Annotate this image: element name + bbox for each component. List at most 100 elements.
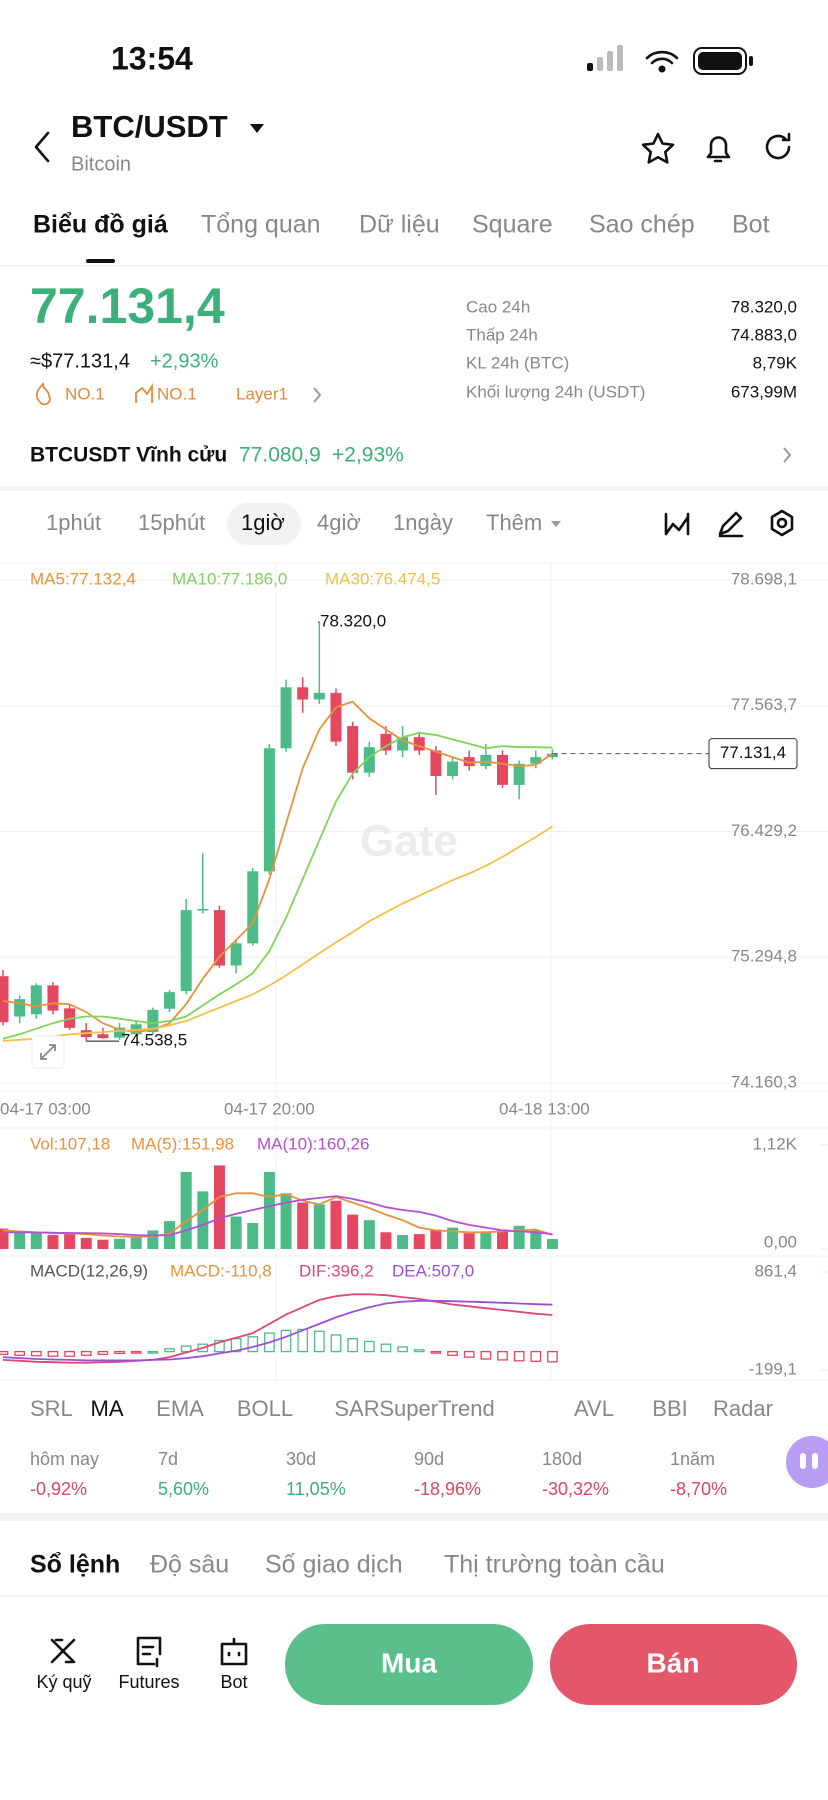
book-tab[interactable]: Độ sâu (150, 1551, 229, 1579)
time-label: 04-17 20:00 (224, 1099, 315, 1118)
tab[interactable]: Biểu đồ giá (33, 211, 168, 239)
volume-bar (213, 1165, 225, 1249)
sell-label[interactable]: Bán (647, 1647, 700, 1678)
badge: NO.1 (157, 384, 197, 403)
candle-body (263, 748, 275, 872)
macd-bar (313, 1330, 325, 1353)
pair-dropdown[interactable] (250, 124, 264, 133)
volume-bar (397, 1235, 409, 1249)
macd-bar (297, 1328, 309, 1353)
status-icons (587, 45, 753, 75)
indicator-tab[interactable]: SRL (30, 1396, 73, 1421)
back-button[interactable] (34, 131, 50, 163)
volume-bar (230, 1216, 242, 1249)
indicator-tab[interactable]: Radar (713, 1396, 773, 1421)
pair-title[interactable]: BTC/USDT (71, 109, 228, 144)
last-price: 77.131,4 (30, 278, 225, 334)
volume-bar (180, 1171, 192, 1249)
interval[interactable]: 4giờ (317, 510, 361, 535)
stat-value: 8,79K (753, 353, 798, 372)
futures-icon[interactable] (136, 1636, 162, 1668)
macd-bar (547, 1350, 558, 1363)
candle-body (313, 692, 325, 700)
period-value: -30,32% (542, 1479, 609, 1499)
macd-bar (64, 1350, 75, 1357)
tab[interactable]: Square (472, 211, 553, 239)
interval[interactable]: 15phút (138, 510, 205, 535)
margin-icon[interactable] (50, 1638, 76, 1664)
interval[interactable]: Thêm (486, 510, 542, 535)
indicator-tab[interactable]: EMA (156, 1396, 204, 1421)
macd-bar (413, 1349, 425, 1353)
volume-bar (330, 1200, 342, 1249)
macd-bar (430, 1350, 442, 1354)
alert-button[interactable] (706, 136, 731, 163)
perp-name[interactable]: BTCUSDT Vĩnh cửu (30, 444, 227, 467)
book-tab[interactable]: Số giao dịch (265, 1551, 403, 1579)
draw-button[interactable] (718, 511, 744, 538)
chevron[interactable] (783, 447, 792, 463)
buy-label[interactable]: Mua (381, 1647, 437, 1678)
macd-bar (14, 1350, 25, 1356)
period-label: 30d (286, 1449, 316, 1469)
period-label: 180d (542, 1449, 582, 1469)
indicator-tab[interactable]: BOLL (237, 1396, 293, 1421)
sell-button[interactable] (550, 1624, 797, 1705)
macd-bar (0, 1350, 9, 1356)
macd-bar (380, 1343, 392, 1353)
macd-legend: DIF:396,2 (299, 1261, 374, 1280)
volume-bar (64, 1234, 76, 1249)
volume-bar (80, 1237, 92, 1249)
candle-body (480, 754, 492, 767)
volume-bar (380, 1232, 392, 1249)
macd-bar (114, 1350, 125, 1355)
candle-body (297, 687, 309, 700)
stat-value: 673,99M (731, 382, 797, 401)
book-tab[interactable]: Thị trường toàn cầu (444, 1551, 665, 1579)
settings-button[interactable] (770, 509, 794, 537)
tab[interactable]: Tổng quan (201, 211, 321, 239)
candle-body (30, 985, 42, 1015)
tab[interactable]: Dữ liệu (359, 211, 440, 239)
assistant-bubble[interactable] (786, 1436, 828, 1488)
tab[interactable]: Sao chép (589, 211, 695, 239)
candle-body (114, 1027, 126, 1038)
time-label: 04-18 13:00 (499, 1099, 590, 1118)
favorite-button[interactable] (641, 132, 675, 164)
indicator-tab[interactable]: SAR (334, 1396, 379, 1421)
vol-ma-line (3, 1195, 553, 1237)
volume-bar (430, 1229, 442, 1249)
volume-bar (30, 1233, 42, 1249)
stat-label: Cao 24h (466, 297, 530, 316)
interval[interactable]: 1giờ (241, 510, 285, 535)
tab[interactable]: Bot (732, 211, 770, 239)
bot-icon[interactable] (220, 1637, 248, 1666)
buy-button[interactable] (285, 1624, 533, 1705)
macd-legend: MACD(12,26,9) (30, 1261, 148, 1280)
indicator-tab[interactable]: BBI (652, 1396, 687, 1421)
last-price-label: 77.131,4 (720, 743, 786, 762)
interval[interactable]: 1phút (46, 510, 101, 535)
chevron (313, 387, 322, 403)
period-value: 5,60% (158, 1479, 209, 1499)
y-tick-label: 0,00 (764, 1232, 797, 1251)
period-value: -0,92% (30, 1479, 87, 1499)
indicator-tab[interactable]: MA (91, 1396, 124, 1421)
perp-price: 77.080,9 (239, 444, 321, 467)
book-tab[interactable]: Sổ lệnh (30, 1551, 120, 1579)
more-dropdown[interactable] (551, 521, 561, 527)
share-button[interactable] (765, 132, 791, 160)
volume-bar (0, 1228, 9, 1249)
tool-label[interactable]: Bot (220, 1672, 247, 1692)
indicator-button[interactable] (664, 512, 690, 536)
candle-body (0, 976, 9, 1023)
vol-legend: Vol:107,18 (30, 1134, 110, 1153)
candle-body (530, 757, 542, 764)
tool-label[interactable]: Ký quỹ (36, 1672, 91, 1692)
indicator-tab[interactable]: SuperTrend (379, 1396, 494, 1421)
interval[interactable]: 1ngày (393, 510, 453, 535)
tool-label[interactable]: Futures (118, 1672, 179, 1692)
macd-bar (463, 1350, 475, 1358)
hot-icon (35, 381, 51, 406)
indicator-tab[interactable]: AVL (574, 1396, 614, 1421)
